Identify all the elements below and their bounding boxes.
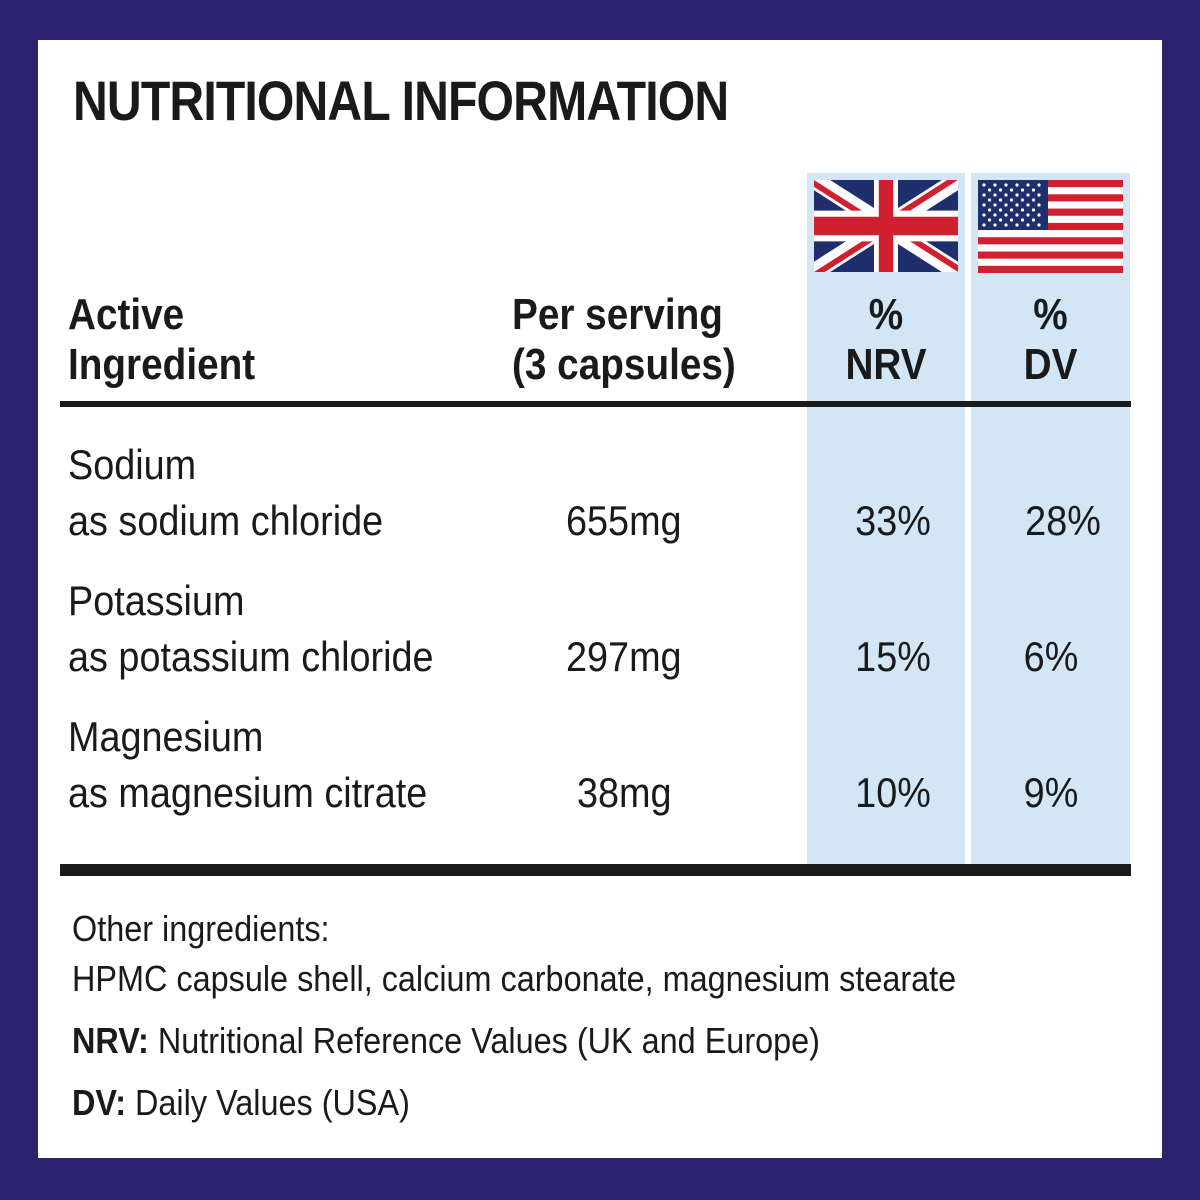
- us-flag-icon: [978, 180, 1123, 273]
- row-magnesium-dv: 9%: [1023, 769, 1079, 816]
- header-dv: % DV: [981, 290, 1121, 390]
- row-potassium-name: Potassium as potassium chloride: [68, 573, 434, 685]
- row-sodium-name: Sodium as sodium chloride: [68, 437, 383, 549]
- header-ingredient-line2: Ingredient: [68, 340, 256, 389]
- row-magnesium-name: Magnesium as magnesium citrate: [68, 709, 427, 821]
- nrv-column-highlight: [807, 173, 965, 865]
- header-dv-line2: DV: [1023, 340, 1078, 389]
- row-potassium-amount: 297mg: [566, 633, 682, 680]
- header-nrv: % NRV: [816, 290, 955, 390]
- ingredient-source: as potassium chloride: [68, 633, 434, 680]
- row-potassium-nrv: 15%: [855, 633, 931, 680]
- header-dv-line1: %: [1033, 290, 1068, 339]
- other-ingredients-value: HPMC capsule shell, calcium carbonate, m…: [72, 958, 957, 999]
- ingredient-name: Potassium: [68, 577, 245, 624]
- nutrition-panel: NUTRITIONAL INFORMATION: [38, 40, 1162, 1158]
- header-serving-line1: Per serving: [512, 290, 723, 339]
- header-serving: Per serving (3 capsules): [512, 290, 736, 390]
- ingredient-source: as magnesium citrate: [68, 769, 428, 816]
- header-nrv-line1: %: [868, 290, 904, 339]
- header-ingredient: Active Ingredient: [68, 290, 255, 390]
- row-magnesium-nrv: 10%: [855, 769, 931, 816]
- nrv-definition: NRV: Nutritional Reference Values (UK an…: [72, 1020, 820, 1062]
- nrv-definition-label: NRV:: [72, 1020, 149, 1061]
- ingredient-name: Sodium: [68, 441, 197, 488]
- header-divider: [60, 401, 1131, 407]
- dv-definition-text: Daily Values (USA): [126, 1082, 410, 1123]
- nrv-definition-text: Nutritional Reference Values (UK and Eur…: [148, 1020, 820, 1061]
- other-ingredients-label: Other ingredients:: [72, 908, 330, 949]
- dv-definition: DV: Daily Values (USA): [72, 1082, 410, 1124]
- row-sodium-amount: 655mg: [566, 497, 682, 544]
- header-nrv-line2: NRV: [845, 340, 927, 389]
- page-title: NUTRITIONAL INFORMATION: [73, 69, 729, 132]
- row-magnesium-amount: 38mg: [577, 769, 672, 816]
- ingredient-name: Magnesium: [68, 713, 264, 760]
- dv-column-highlight: [971, 173, 1130, 865]
- dv-definition-label: DV:: [72, 1082, 127, 1123]
- row-sodium-dv: 28%: [1025, 497, 1101, 544]
- ingredient-source: as sodium chloride: [68, 497, 384, 544]
- row-potassium-dv: 6%: [1023, 633, 1079, 680]
- row-sodium-nrv: 33%: [855, 497, 931, 544]
- table-bottom-divider: [60, 864, 1131, 876]
- header-serving-line2: (3 capsules): [512, 340, 736, 389]
- uk-flag-icon: [814, 180, 958, 272]
- header-ingredient-line1: Active: [68, 290, 185, 339]
